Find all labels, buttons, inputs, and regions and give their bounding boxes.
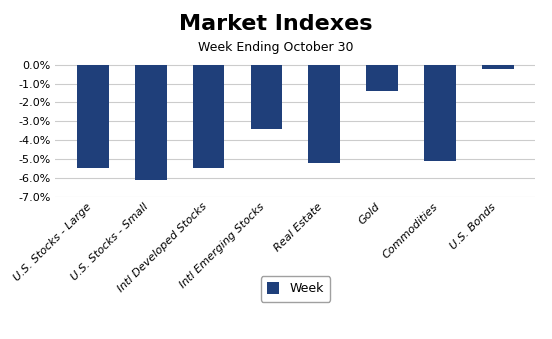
Legend: Week: Week: [261, 276, 330, 302]
Bar: [309, 65, 340, 163]
Bar: [135, 65, 167, 180]
Bar: [366, 65, 398, 91]
Bar: [77, 65, 109, 168]
Bar: [482, 65, 513, 68]
Bar: [193, 65, 225, 168]
Text: Week Ending October 30: Week Ending October 30: [198, 41, 354, 54]
Text: Market Indexes: Market Indexes: [179, 14, 373, 34]
Bar: [424, 65, 456, 161]
Bar: [251, 65, 282, 129]
